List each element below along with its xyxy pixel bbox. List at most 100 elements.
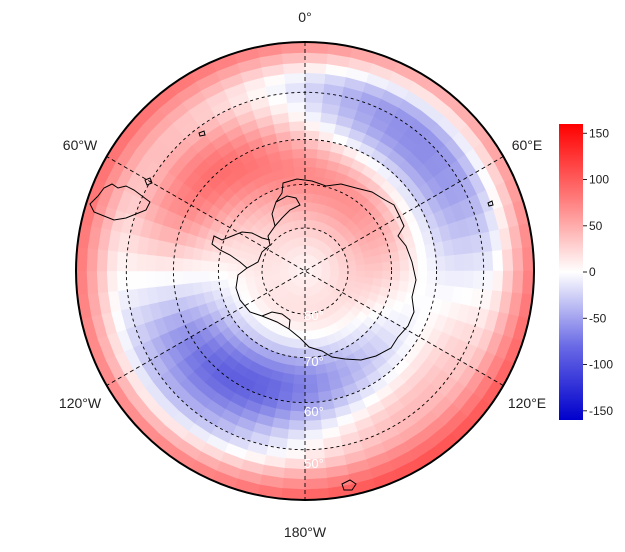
- field-cell: [390, 270, 401, 282]
- field-cell: [286, 429, 306, 441]
- lat-label-50: 50°: [304, 456, 324, 471]
- field-cell: [347, 265, 357, 272]
- field-cell: [382, 261, 392, 272]
- lat-circle-70: [217, 183, 393, 359]
- field-cell: [292, 157, 306, 168]
- field-cell: [304, 488, 330, 500]
- graticule: [106, 42, 504, 500]
- field-cell: [297, 330, 306, 341]
- antarctica-coastline: [235, 178, 417, 361]
- lon-label-120e: 120°E: [508, 395, 546, 411]
- field-cell: [125, 270, 138, 291]
- field-cell: [191, 258, 202, 272]
- field-cell: [280, 42, 306, 54]
- field-cell: [96, 248, 109, 272]
- field-cell: [426, 270, 437, 286]
- field-cell: [364, 270, 375, 279]
- field-cell: [145, 253, 157, 272]
- field-cell: [304, 166, 317, 177]
- field-cell: [288, 410, 306, 422]
- field-cell: [511, 247, 524, 272]
- field-cell: [382, 270, 392, 281]
- field-cell: [304, 330, 313, 341]
- field-cell: [292, 374, 306, 385]
- field-cell: [300, 227, 306, 238]
- field-cell: [253, 270, 263, 277]
- field-cell: [408, 270, 419, 284]
- ross-shelf-coastline: [261, 311, 291, 330]
- meridian-line-120: [106, 156, 504, 386]
- field-cell: [173, 256, 184, 272]
- field-cell: [355, 264, 366, 272]
- field-cell: [288, 120, 306, 132]
- field-cell: [86, 247, 99, 272]
- field-cell: [284, 448, 306, 460]
- field-cell: [453, 270, 465, 289]
- field-cell: [304, 374, 318, 385]
- field-cell: [226, 270, 237, 280]
- field-cell: [200, 259, 211, 272]
- field-cell: [191, 270, 202, 284]
- kerguelen-coastline: [487, 200, 494, 207]
- new-zealand-coastline: [341, 479, 357, 491]
- map-outline: [75, 41, 535, 501]
- field-cell: [304, 321, 312, 332]
- field-cell: [304, 438, 325, 451]
- field-cell: [283, 72, 306, 84]
- colorbar-tick-label: -100: [589, 358, 613, 372]
- field-cell: [116, 270, 128, 292]
- field-cell: [173, 270, 184, 286]
- field-cell: [304, 111, 323, 123]
- field-cell: [435, 255, 447, 272]
- lat-label-60: 60°: [304, 404, 324, 419]
- field-cell: [511, 270, 524, 295]
- field-cell: [373, 270, 384, 280]
- field-cell: [96, 270, 109, 294]
- field-cell: [304, 129, 321, 141]
- field-cell: [154, 270, 166, 288]
- field-cell: [287, 111, 306, 123]
- field-cell: [182, 257, 193, 272]
- colorbar-gradient: [559, 124, 583, 420]
- field-cell: [284, 82, 306, 94]
- lon-label-0: 0°: [298, 9, 311, 25]
- colorbar: 150 100 50 0 -50 -100 -150: [559, 124, 613, 420]
- lon-label-120w: 120°W: [59, 395, 102, 411]
- field-cell: [435, 270, 447, 287]
- field-cell: [338, 266, 349, 272]
- field-cell: [291, 148, 306, 159]
- south-georgia-coastline: [198, 130, 206, 137]
- colorbar-tick-label: -150: [589, 404, 613, 418]
- field-cell: [426, 256, 437, 272]
- field-cell: [163, 270, 175, 287]
- field-cell: [218, 270, 228, 281]
- field-cell: [301, 236, 306, 246]
- field-cell: [291, 383, 306, 394]
- field-cell: [373, 262, 384, 272]
- field-cell: [501, 248, 514, 272]
- colorbar-tick-label: 0: [589, 265, 596, 279]
- field-cell: [304, 91, 325, 104]
- field-cell: [501, 270, 514, 294]
- field-cell: [290, 139, 306, 150]
- field-cell: [463, 252, 475, 272]
- lon-label-60e: 60°E: [512, 137, 543, 153]
- field-cell: [304, 139, 320, 150]
- field-cell: [482, 270, 494, 292]
- field-cell: [304, 429, 324, 441]
- field-cell: [363, 256, 374, 266]
- field-cell: [372, 254, 383, 265]
- field-cell: [417, 270, 428, 285]
- coastlines: [89, 130, 494, 491]
- field-cell: [304, 148, 319, 159]
- field-cell: [311, 338, 322, 349]
- field-cell: [463, 270, 475, 290]
- field-cell: [244, 270, 255, 278]
- lon-label-60w: 60°W: [63, 137, 98, 153]
- lat-label-70: 70°: [304, 354, 324, 369]
- field-cell: [209, 270, 220, 282]
- weddell-shelf-coastline: [274, 195, 301, 227]
- colorbar-ticks: 150 100 50 0 -50 -100 -150: [583, 126, 613, 418]
- field-cell: [304, 120, 322, 132]
- field-cell: [154, 254, 166, 272]
